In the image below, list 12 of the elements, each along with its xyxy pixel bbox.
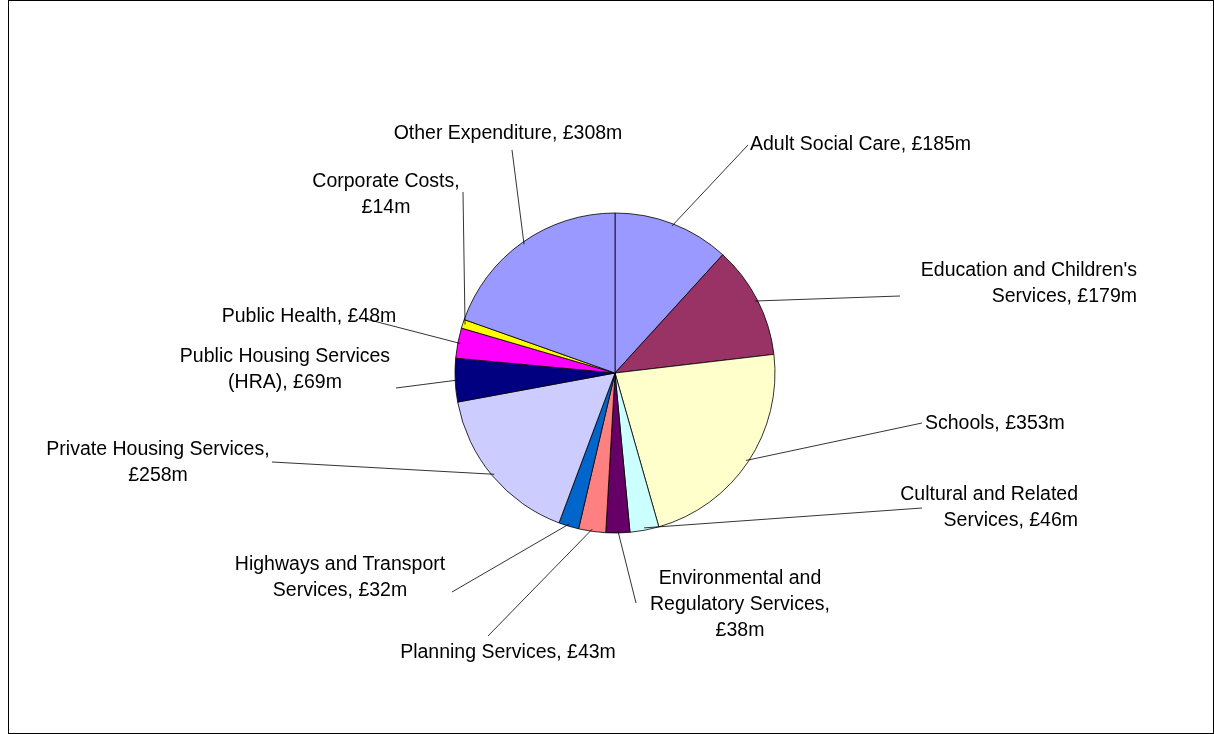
slice-label: Highways and Transport Services, £32m xyxy=(234,552,446,600)
slice-label: Other Expenditure, £308m xyxy=(393,121,623,143)
slice-label: Education and Children's Services, £179m xyxy=(920,258,1138,306)
slice-label: Public Health, £48m xyxy=(221,304,397,326)
slice-label: Public Housing Services (HRA), £69m xyxy=(179,344,391,392)
slice-label: Environmental and Regulatory Services, £38m xyxy=(650,566,830,640)
slice-label: Planning Services, £43m xyxy=(400,640,616,662)
slice-label: Adult Social Care, £185m xyxy=(750,132,972,154)
slice-label: Schools, £353m xyxy=(925,411,1065,433)
slice-label: Corporate Costs, £14m xyxy=(312,169,460,217)
slice-label: Private Housing Services, £258m xyxy=(46,437,270,485)
slice-label: Cultural and Related Services, £46m xyxy=(900,482,1078,530)
